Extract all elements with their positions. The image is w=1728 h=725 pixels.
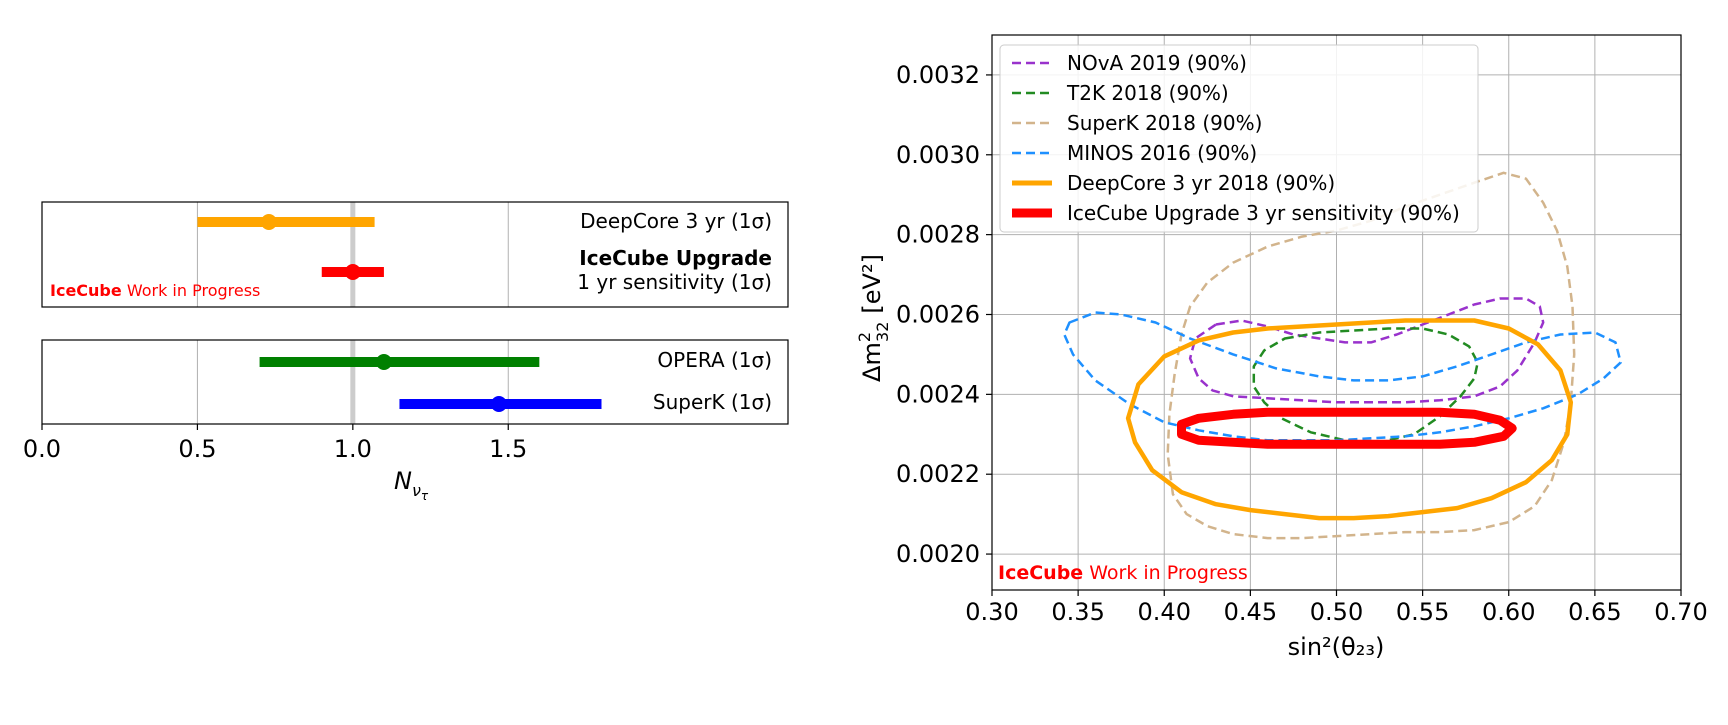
contour-y-tick-label-0: 0.0020 — [896, 540, 980, 568]
contour-x-tick-label-5: 0.55 — [1396, 598, 1449, 626]
legend-label-0: NOvA 2019 (90%) — [1067, 51, 1247, 75]
interval-x-axis-label: Nντ — [394, 467, 429, 503]
contour-x-ticks: 0.30 0.35 0.40 0.45 0.50 0.55 0.60 0.65 0.70 — [965, 590, 1708, 626]
interval-x-axis-label-subsub: τ — [421, 489, 429, 503]
interval-bars — [197, 214, 602, 412]
legend-label-4: DeepCore 3 yr 2018 (90%) — [1067, 171, 1335, 195]
contour-y-axis-label-sup: 2 — [855, 332, 874, 342]
label-superk: SuperK (1σ) — [653, 390, 772, 414]
contour-y-ticks: 0.0020 0.0022 0.0024 0.0026 0.0028 0.0030 0.00… — [896, 61, 992, 568]
interval-chart: 0.0 0.5 1.0 1.5 DeepCore 3 yr (1σ) IceCube … — [23, 201, 789, 503]
contour-y-tick-label-3: 0.0026 — [896, 300, 980, 328]
contour-legend: NOvA 2019 (90%) T2K 2018 (90%) SuperK 2018… — [999, 44, 1479, 233]
contour-y-axis-label-unit: [eV²] — [858, 254, 886, 314]
interval-point-1-0 — [375, 354, 392, 370]
legend-label-3: MINOS 2016 (90%) — [1067, 141, 1257, 165]
contour-y-axis-label: Δm232 [eV²] — [855, 254, 892, 382]
interval-x-axis-label-sub: ν — [412, 481, 421, 500]
contour-1 — [1252, 327, 1479, 444]
contour-x-tick-label-8: 0.70 — [1654, 598, 1707, 626]
contour-4 — [1125, 318, 1574, 521]
contour-x-tick-label-0: 0.30 — [965, 598, 1018, 626]
interval-x-tick-label-0: 0.0 — [23, 435, 61, 463]
icecube-annotation-left: IceCube Work in Progress — [50, 281, 260, 300]
legend-label-5: IceCube Upgrade 3 yr sensitivity (90%) — [1067, 201, 1460, 225]
icecube-annotation-right: IceCube Work in Progress — [998, 562, 1248, 584]
interval-x-axis-label-main: N — [394, 467, 412, 495]
interval-grid — [196, 202, 509, 424]
contour-y-tick-label-4: 0.0028 — [896, 221, 980, 249]
legend-label-1: T2K 2018 (90%) — [1066, 81, 1229, 105]
contour-3 — [1063, 311, 1622, 442]
icecube-annotation-right-text: Work in Progress — [1083, 562, 1248, 584]
contour-x-tick-label-3: 0.45 — [1224, 598, 1277, 626]
icecube-annotation-left-text: Work in Progress — [122, 281, 261, 300]
interval-x-tick-label-3: 1.5 — [489, 435, 527, 463]
icecube-annotation-left-brand: IceCube — [50, 281, 122, 300]
label-upgrade-bold: IceCube Upgrade — [579, 246, 772, 270]
contour-x-tick-label-4: 0.50 — [1310, 598, 1363, 626]
interval-point-0-1 — [344, 264, 361, 280]
label-opera: OPERA (1σ) — [657, 348, 772, 372]
contour-lines — [1063, 171, 1622, 540]
contour-x-tick-label-7: 0.65 — [1568, 598, 1621, 626]
contour-chart: 0.30 0.35 0.40 0.45 0.50 0.55 0.60 0.65 0.70 0.0… — [855, 34, 1708, 661]
contour-y-tick-label-5: 0.0030 — [896, 141, 980, 169]
contour-x-tick-label-6: 0.60 — [1482, 598, 1535, 626]
interval-point-1-1 — [490, 396, 507, 412]
legend-box — [999, 44, 1479, 233]
contour-y-tick-label-1: 0.0022 — [896, 460, 980, 488]
panel-bottom-frame — [41, 339, 789, 425]
interval-x-tick-label-2: 1.0 — [334, 435, 372, 463]
contour-y-axis-label-sub: 32 — [873, 322, 892, 342]
contour-y-axis-label-main: Δm — [858, 342, 886, 382]
contour-2 — [1166, 171, 1576, 540]
icecube-annotation-right-brand: IceCube — [998, 562, 1083, 584]
interval-point-0-0 — [260, 214, 277, 230]
legend-label-2: SuperK 2018 (90%) — [1067, 111, 1262, 135]
contour-x-tick-label-2: 0.40 — [1138, 598, 1191, 626]
contour-5 — [1177, 407, 1517, 449]
interval-x-tick-label-1: 0.5 — [178, 435, 216, 463]
contour-x-tick-label-1: 0.35 — [1051, 598, 1104, 626]
contour-y-tick-label-2: 0.0024 — [896, 380, 980, 408]
panel-top-frame — [41, 201, 789, 308]
contour-0 — [1188, 297, 1545, 404]
label-upgrade: 1 yr sensitivity (1σ) — [577, 270, 772, 294]
contour-y-tick-label-6: 0.0032 — [896, 61, 980, 89]
label-deepcore: DeepCore 3 yr (1σ) — [580, 209, 772, 233]
interval-x-ticks: 0.0 0.5 1.0 1.5 — [23, 424, 527, 463]
contour-x-axis-label: sin²(θ₂₃) — [1288, 633, 1385, 661]
